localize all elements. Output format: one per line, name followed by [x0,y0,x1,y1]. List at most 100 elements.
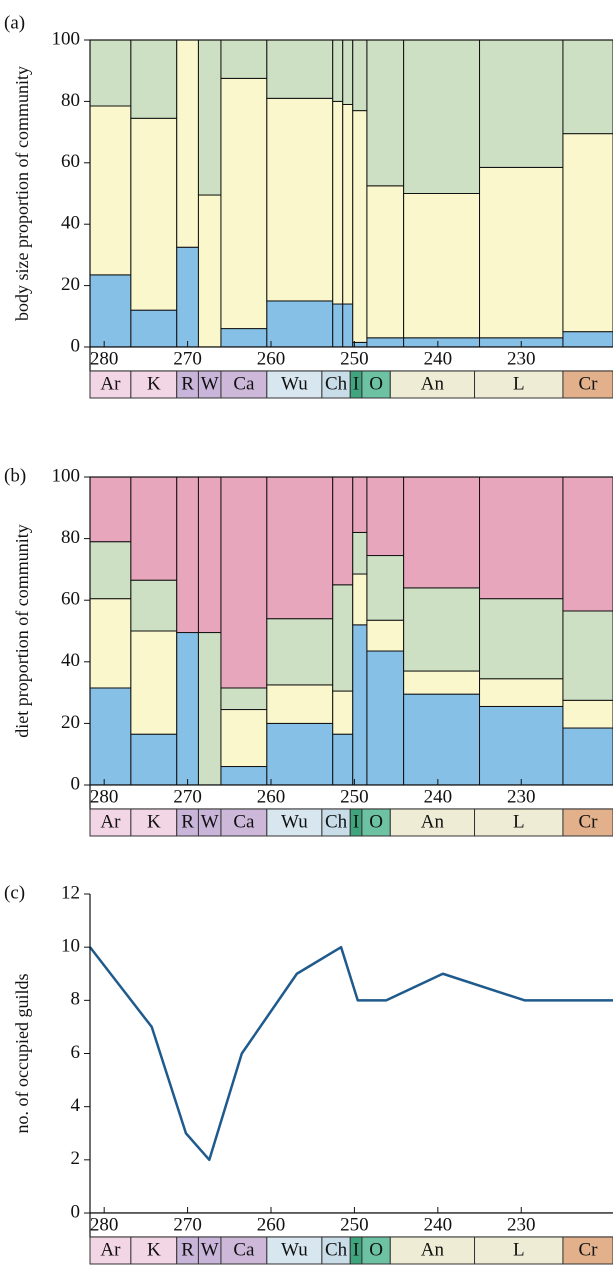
panel: 0 20 40 60 80 100 280 270 260 250 240 230 Ar K R W Ca Wu C… [4,465,613,837]
stage-label: W [201,1239,219,1260]
stage-label: Ar [100,373,121,394]
stage-label: R [181,811,194,832]
x-tick-label: 240 [424,1214,453,1235]
area-segment [352,39,368,112]
area-segment [130,476,178,581]
area-segment [220,328,268,348]
area-segment [342,39,354,105]
area-segment [562,610,613,701]
stage-box [474,1236,564,1265]
area-segment [197,476,222,634]
x-tick-label: 280 [90,786,119,807]
x-tick-label: 250 [340,1214,369,1235]
area-segment [352,573,368,626]
area-segment [366,476,405,557]
stage-label: Ca [233,811,255,832]
stage-box [89,370,132,399]
area-segment [89,598,132,689]
area-segment [197,632,222,786]
area-segment [403,670,481,695]
stage-box [130,370,178,399]
area-segment [220,687,268,711]
stage-label: L [513,1239,525,1260]
panel-label: (b) [4,465,26,486]
stage-label: Ar [100,811,121,832]
x-tick-label: 230 [507,786,536,807]
stage-label: Ch [325,1239,348,1260]
y-tick-label: 0 [71,1201,81,1222]
area-segment [130,579,178,632]
area-segment [342,303,354,348]
stage-label: K [147,373,161,394]
y-tick-label: 100 [52,28,81,49]
area-segment [403,693,481,786]
area-segment [176,476,199,634]
line [89,945,613,1162]
panel-label: (a) [4,12,25,33]
stage-box [266,1236,323,1265]
y-tick-label: 100 [52,465,81,486]
area-segment [89,39,132,107]
area-segment [332,476,354,586]
x-tick-label: 270 [173,1214,202,1235]
area-segment [479,166,564,339]
area-segment [403,476,481,589]
stage-label: Ca [233,373,255,394]
panel: 0 20 40 60 80 100 280 270 260 250 240 230 Ar K R W Ca Wu C… [4,12,613,399]
stage-box [474,808,564,837]
y-tick-label: 80 [61,527,80,548]
y-tick-label: 10 [61,936,80,957]
stage-box [266,808,323,837]
y-axis-title: no. of occupied guilds [12,974,32,1134]
area-segment [366,39,405,187]
stage-box [220,1236,268,1265]
area-segment [366,337,405,348]
area-segment [562,331,613,348]
stage-box [361,1236,391,1265]
stage-box [474,370,564,399]
area-segment [366,650,405,786]
stage-box [361,808,391,837]
area-segment [403,337,481,348]
area-segment [176,632,199,786]
y-tick-label: 0 [71,335,81,356]
stage-label: R [181,373,194,394]
y-tick-label: 40 [61,650,80,671]
area-segment [176,39,199,248]
stage-label: W [201,373,219,394]
stage-label: K [147,811,161,832]
area-segment [479,705,564,786]
stage-label: An [421,373,445,394]
area-segment [266,476,334,620]
x-tick-label: 250 [340,786,369,807]
area-segment [130,630,178,735]
stage-label: An [421,811,445,832]
area-segment [332,303,344,348]
area-segment [130,733,178,786]
area-segment [332,100,344,305]
area-segment [89,274,132,348]
x-label-box [89,346,613,372]
area-segment [562,727,613,786]
stage-label: K [147,1239,161,1260]
area-segment [266,684,334,724]
stage-label: Wu [281,811,308,832]
area-segment [403,39,481,194]
x-tick-label: 260 [257,1214,286,1235]
area-segment [562,699,613,729]
y-tick-label: 12 [61,882,80,903]
stage-label: Cr [578,373,598,394]
area-segment [266,97,334,302]
y-tick-label: 60 [61,151,80,172]
area-segment [479,476,564,600]
area-segment [220,39,268,79]
y-tick-label: 40 [61,213,80,234]
stage-box [389,808,476,837]
area-segment [352,110,368,343]
stage-label: An [421,1239,445,1260]
area-segment [403,587,481,672]
stage-label: I [353,1239,359,1260]
y-tick-label: 6 [71,1042,81,1063]
area-segment [89,687,132,786]
